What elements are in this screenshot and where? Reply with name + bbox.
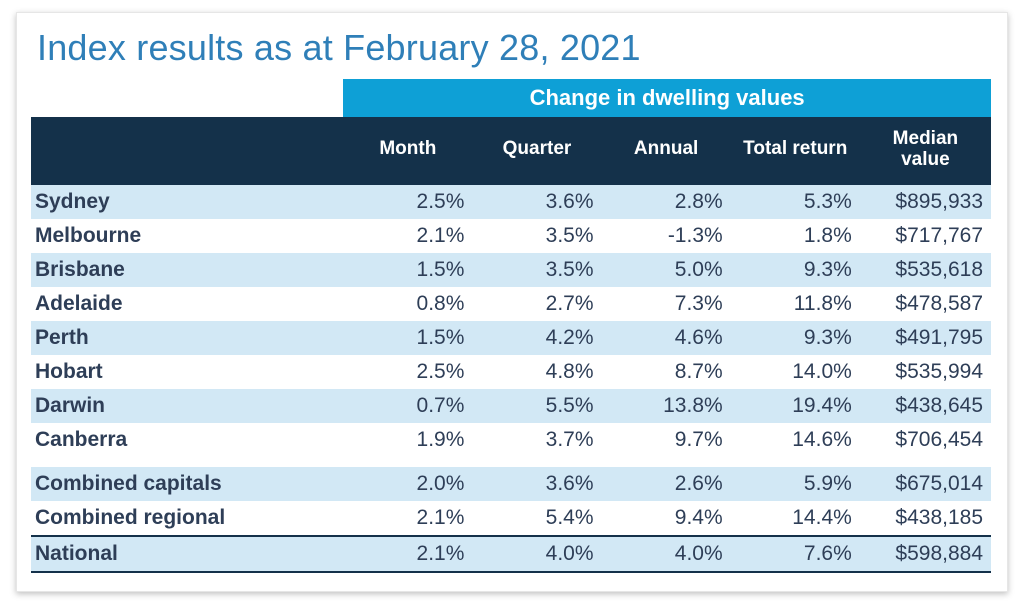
cell-total-return: 9.3%: [731, 253, 860, 287]
table-row: Sydney2.5%3.6%2.8%5.3%$895,933: [31, 185, 991, 219]
cell-annual: 8.7%: [602, 355, 731, 389]
cell-month: 1.5%: [343, 253, 472, 287]
cell-median-value: $675,014: [860, 467, 991, 501]
cell-month: 2.0%: [343, 467, 472, 501]
table-super-header-row: Change in dwelling values: [31, 79, 991, 117]
cell-median-value: $895,933: [860, 185, 991, 219]
cell-annual: 9.4%: [602, 501, 731, 536]
page-title: Index results as at February 28, 2021: [37, 27, 993, 69]
cell-total-return: 7.6%: [731, 536, 860, 572]
cell-median-value: $478,587: [860, 287, 991, 321]
row-label: Darwin: [31, 389, 343, 423]
cell-month: 0.8%: [343, 287, 472, 321]
table-column-header-row: Month Quarter Annual Total return Median…: [31, 117, 991, 185]
cell-quarter: 3.6%: [472, 467, 601, 501]
cell-quarter: 4.0%: [472, 536, 601, 572]
super-header-band: Change in dwelling values: [343, 79, 991, 117]
cell-total-return: 19.4%: [731, 389, 860, 423]
row-label: Combined capitals: [31, 467, 343, 501]
index-results-card: Index results as at February 28, 2021 Ch…: [16, 12, 1008, 592]
cell-total-return: 14.6%: [731, 423, 860, 457]
table-row: Combined regional2.1%5.4%9.4%14.4%$438,1…: [31, 501, 991, 536]
table-row: National2.1%4.0%4.0%7.6%$598,884: [31, 536, 991, 572]
table-row: Canberra1.9%3.7%9.7%14.6%$706,454: [31, 423, 991, 457]
table-row: Darwin0.7%5.5%13.8%19.4%$438,645: [31, 389, 991, 423]
row-label: Combined regional: [31, 501, 343, 536]
row-label: Hobart: [31, 355, 343, 389]
col-header-blank: [31, 117, 343, 185]
cell-quarter: 4.8%: [472, 355, 601, 389]
cell-total-return: 14.4%: [731, 501, 860, 536]
cell-annual: 2.8%: [602, 185, 731, 219]
cell-annual: 7.3%: [602, 287, 731, 321]
cell-month: 2.5%: [343, 185, 472, 219]
table-row: Adelaide0.8%2.7%7.3%11.8%$478,587: [31, 287, 991, 321]
cell-quarter: 2.7%: [472, 287, 601, 321]
cell-month: 2.5%: [343, 355, 472, 389]
cell-median-value: $535,618: [860, 253, 991, 287]
cell-median-value: $438,185: [860, 501, 991, 536]
cell-median-value: $717,767: [860, 219, 991, 253]
cell-median-value: $706,454: [860, 423, 991, 457]
cell-annual: 2.6%: [602, 467, 731, 501]
col-header-total-return: Total return: [731, 117, 860, 185]
cell-month: 2.1%: [343, 501, 472, 536]
row-label: Melbourne: [31, 219, 343, 253]
cell-month: 1.5%: [343, 321, 472, 355]
row-label: Perth: [31, 321, 343, 355]
col-header-median-value: Medianvalue: [860, 117, 991, 185]
cell-total-return: 11.8%: [731, 287, 860, 321]
cell-annual: 9.7%: [602, 423, 731, 457]
table-row: Hobart2.5%4.8%8.7%14.0%$535,994: [31, 355, 991, 389]
spacer-row: [31, 457, 991, 467]
cell-quarter: 5.5%: [472, 389, 601, 423]
cell-quarter: 3.5%: [472, 253, 601, 287]
cell-annual: -1.3%: [602, 219, 731, 253]
row-label: National: [31, 536, 343, 572]
cell-total-return: 5.3%: [731, 185, 860, 219]
table-body: Sydney2.5%3.6%2.8%5.3%$895,933Melbourne2…: [31, 185, 991, 457]
table-row: Brisbane1.5%3.5%5.0%9.3%$535,618: [31, 253, 991, 287]
cell-quarter: 5.4%: [472, 501, 601, 536]
row-label: Sydney: [31, 185, 343, 219]
cell-month: 2.1%: [343, 536, 472, 572]
cell-annual: 4.6%: [602, 321, 731, 355]
cell-quarter: 3.5%: [472, 219, 601, 253]
cell-median-value: $535,994: [860, 355, 991, 389]
table-row: Combined capitals2.0%3.6%2.6%5.9%$675,01…: [31, 467, 991, 501]
col-header-quarter: Quarter: [472, 117, 601, 185]
cell-median-value: $598,884: [860, 536, 991, 572]
cell-annual: 5.0%: [602, 253, 731, 287]
cell-month: 2.1%: [343, 219, 472, 253]
row-label: Brisbane: [31, 253, 343, 287]
cell-total-return: 14.0%: [731, 355, 860, 389]
cell-month: 0.7%: [343, 389, 472, 423]
cell-annual: 13.8%: [602, 389, 731, 423]
cell-month: 1.9%: [343, 423, 472, 457]
table-summary: Combined capitals2.0%3.6%2.6%5.9%$675,01…: [31, 457, 991, 572]
cell-total-return: 1.8%: [731, 219, 860, 253]
cell-quarter: 3.6%: [472, 185, 601, 219]
table-row: Perth1.5%4.2%4.6%9.3%$491,795: [31, 321, 991, 355]
super-header-blank: [31, 79, 343, 117]
cell-total-return: 9.3%: [731, 321, 860, 355]
col-header-annual: Annual: [602, 117, 731, 185]
cell-median-value: $491,795: [860, 321, 991, 355]
cell-total-return: 5.9%: [731, 467, 860, 501]
row-label: Adelaide: [31, 287, 343, 321]
table-row: Melbourne2.1%3.5%-1.3%1.8%$717,767: [31, 219, 991, 253]
row-label: Canberra: [31, 423, 343, 457]
cell-quarter: 4.2%: [472, 321, 601, 355]
col-header-month: Month: [343, 117, 472, 185]
cell-annual: 4.0%: [602, 536, 731, 572]
cell-quarter: 3.7%: [472, 423, 601, 457]
dwelling-values-table: Change in dwelling values Month Quarter …: [31, 79, 991, 573]
cell-median-value: $438,645: [860, 389, 991, 423]
